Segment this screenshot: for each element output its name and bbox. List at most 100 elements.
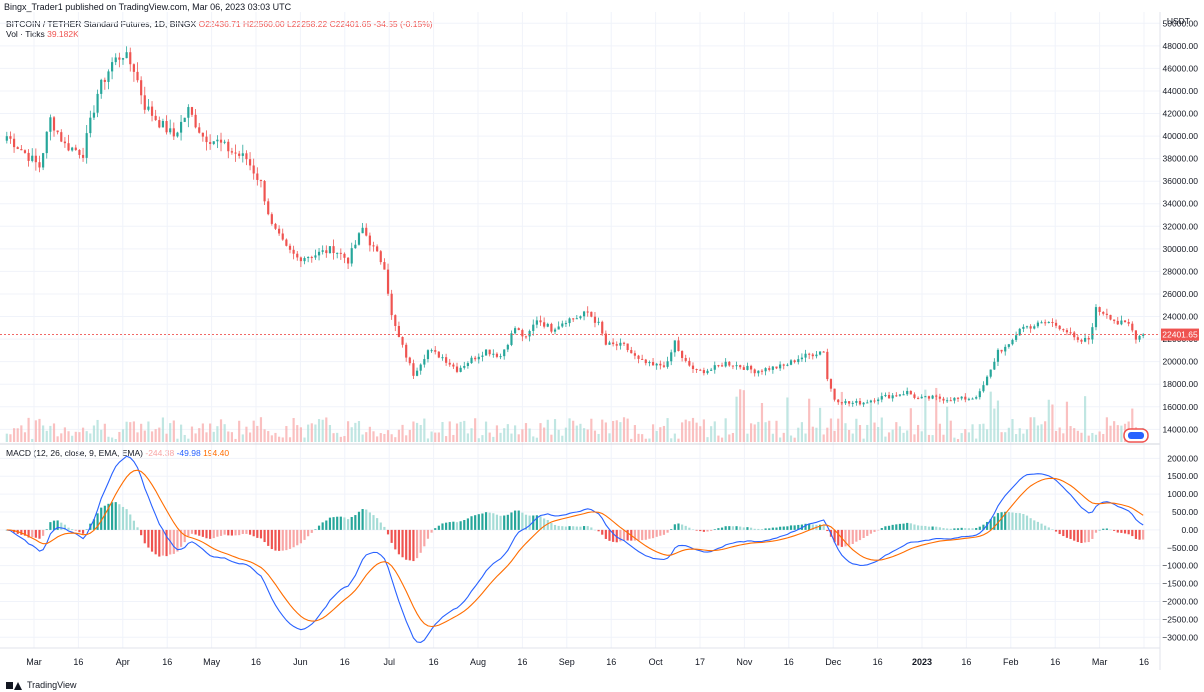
volume-bar (455, 423, 459, 442)
candle-body (615, 344, 618, 346)
candle-body (49, 117, 52, 132)
macd-histogram-bar (415, 529, 419, 559)
price-tick-label: 46000.00 (1163, 63, 1199, 73)
macd-histogram-bar (637, 529, 640, 541)
macd-histogram-bar (397, 529, 401, 555)
macd-histogram-bar (710, 529, 713, 531)
time-tick-label: 16 (606, 657, 616, 667)
volume-bar (310, 423, 313, 442)
volume-bar (1040, 424, 1043, 442)
volume-bar (1054, 430, 1058, 442)
macd-histogram-bar (818, 524, 822, 530)
measure-flags-icon[interactable] (1123, 428, 1149, 443)
candle-body (12, 138, 16, 148)
macd-histogram-bar (1040, 523, 1043, 530)
volume-bar (561, 435, 564, 442)
volume-bar (1131, 408, 1134, 442)
volume-bar (274, 432, 277, 442)
macd-histogram-bar (808, 523, 811, 530)
macd-histogram-bar (481, 513, 484, 530)
macd-histogram-bar (739, 526, 742, 530)
candle-body (942, 398, 945, 401)
macd-histogram-bar (463, 520, 466, 530)
volume-bar (793, 437, 796, 442)
volume-bar (514, 425, 517, 442)
macd-histogram-bar (633, 529, 636, 541)
volume-bar (129, 422, 132, 442)
macd-histogram-bar (1094, 529, 1098, 533)
chart-axes: Mar 16 Apr 16 May 16 Jun 16 Jul 16 Aug 16 Sep 16 Oct 17… (0, 18, 1199, 667)
volume-bar (949, 420, 952, 442)
candle-body (27, 152, 30, 161)
volume-bar (699, 426, 702, 442)
volume-bar (931, 435, 934, 442)
macd-histogram-bar (219, 529, 223, 536)
candle-body (771, 366, 774, 370)
macd-histogram-bar (1116, 529, 1119, 533)
volume-bar (648, 438, 651, 442)
candle-body (648, 362, 651, 364)
volume-bar (557, 429, 560, 442)
volume-bar (637, 433, 640, 442)
candle-body (38, 162, 41, 168)
candle-body (140, 80, 143, 96)
candle-body (1113, 319, 1116, 321)
volume-bar (757, 421, 760, 442)
candle-body (946, 400, 949, 402)
volume-bar (1091, 432, 1094, 442)
macd-histogram-bar (604, 529, 607, 539)
macd-histogram-bar (445, 522, 448, 530)
macd-histogram-bar (1062, 529, 1065, 537)
volume-bar (720, 437, 724, 442)
macd-histogram-bar (579, 526, 582, 530)
macd-histogram-bar (248, 529, 252, 535)
volume-bar (604, 422, 607, 442)
volume-bar (430, 431, 433, 442)
macd-histogram-bar (365, 509, 368, 530)
candle-body (840, 402, 843, 404)
time-tick-label: Jun (293, 657, 308, 667)
macd-histogram-bar (252, 529, 255, 537)
macd-histogram-bar (325, 520, 328, 530)
price-tick-label: 14000.00 (1163, 424, 1199, 434)
candle-body (913, 394, 916, 398)
macd-label[interactable]: MACD (12, 26, close, 9, EMA, EMA) (6, 448, 143, 458)
candle-body (699, 369, 702, 371)
candle-body (209, 142, 212, 144)
candle-body (884, 394, 887, 397)
volume-bar (1120, 425, 1123, 442)
macd-histogram-bar (150, 529, 154, 552)
macd-histogram-bar (390, 529, 393, 543)
candle-body (651, 362, 655, 366)
candle-body (179, 121, 183, 133)
candle-body (539, 320, 542, 323)
volume-label[interactable]: Vol · Ticks (6, 29, 45, 39)
macd-histogram-bar (314, 529, 317, 530)
volume-bar (394, 437, 397, 442)
volume-bar (739, 389, 742, 442)
volume-bar (804, 433, 807, 442)
volume-bar (314, 424, 317, 442)
volume-bar (982, 423, 985, 442)
candle-body (227, 141, 230, 152)
volume-value: 39.182K (47, 29, 79, 39)
candle-body (521, 330, 524, 337)
candle-body (706, 370, 709, 374)
macd-histogram-bar (158, 529, 161, 557)
volume-bar (553, 419, 557, 442)
macd-histogram-bar (717, 528, 720, 530)
volume-bar (219, 419, 223, 442)
symbol-title[interactable]: BITCOIN / TETHER Standard Futures, 1D, B… (6, 19, 197, 29)
macd-histogram-bar (1123, 529, 1127, 534)
candle-body (710, 369, 713, 371)
volume-bar (252, 420, 255, 442)
candle-body (85, 133, 88, 158)
macd-histogram-bar (270, 529, 273, 550)
macd-histogram-bar (953, 528, 956, 530)
volume-bar (415, 422, 419, 442)
candle-body (749, 365, 753, 370)
macd-histogram-bar (328, 517, 332, 530)
volume-bar (964, 429, 967, 442)
volume-bar (731, 432, 735, 442)
